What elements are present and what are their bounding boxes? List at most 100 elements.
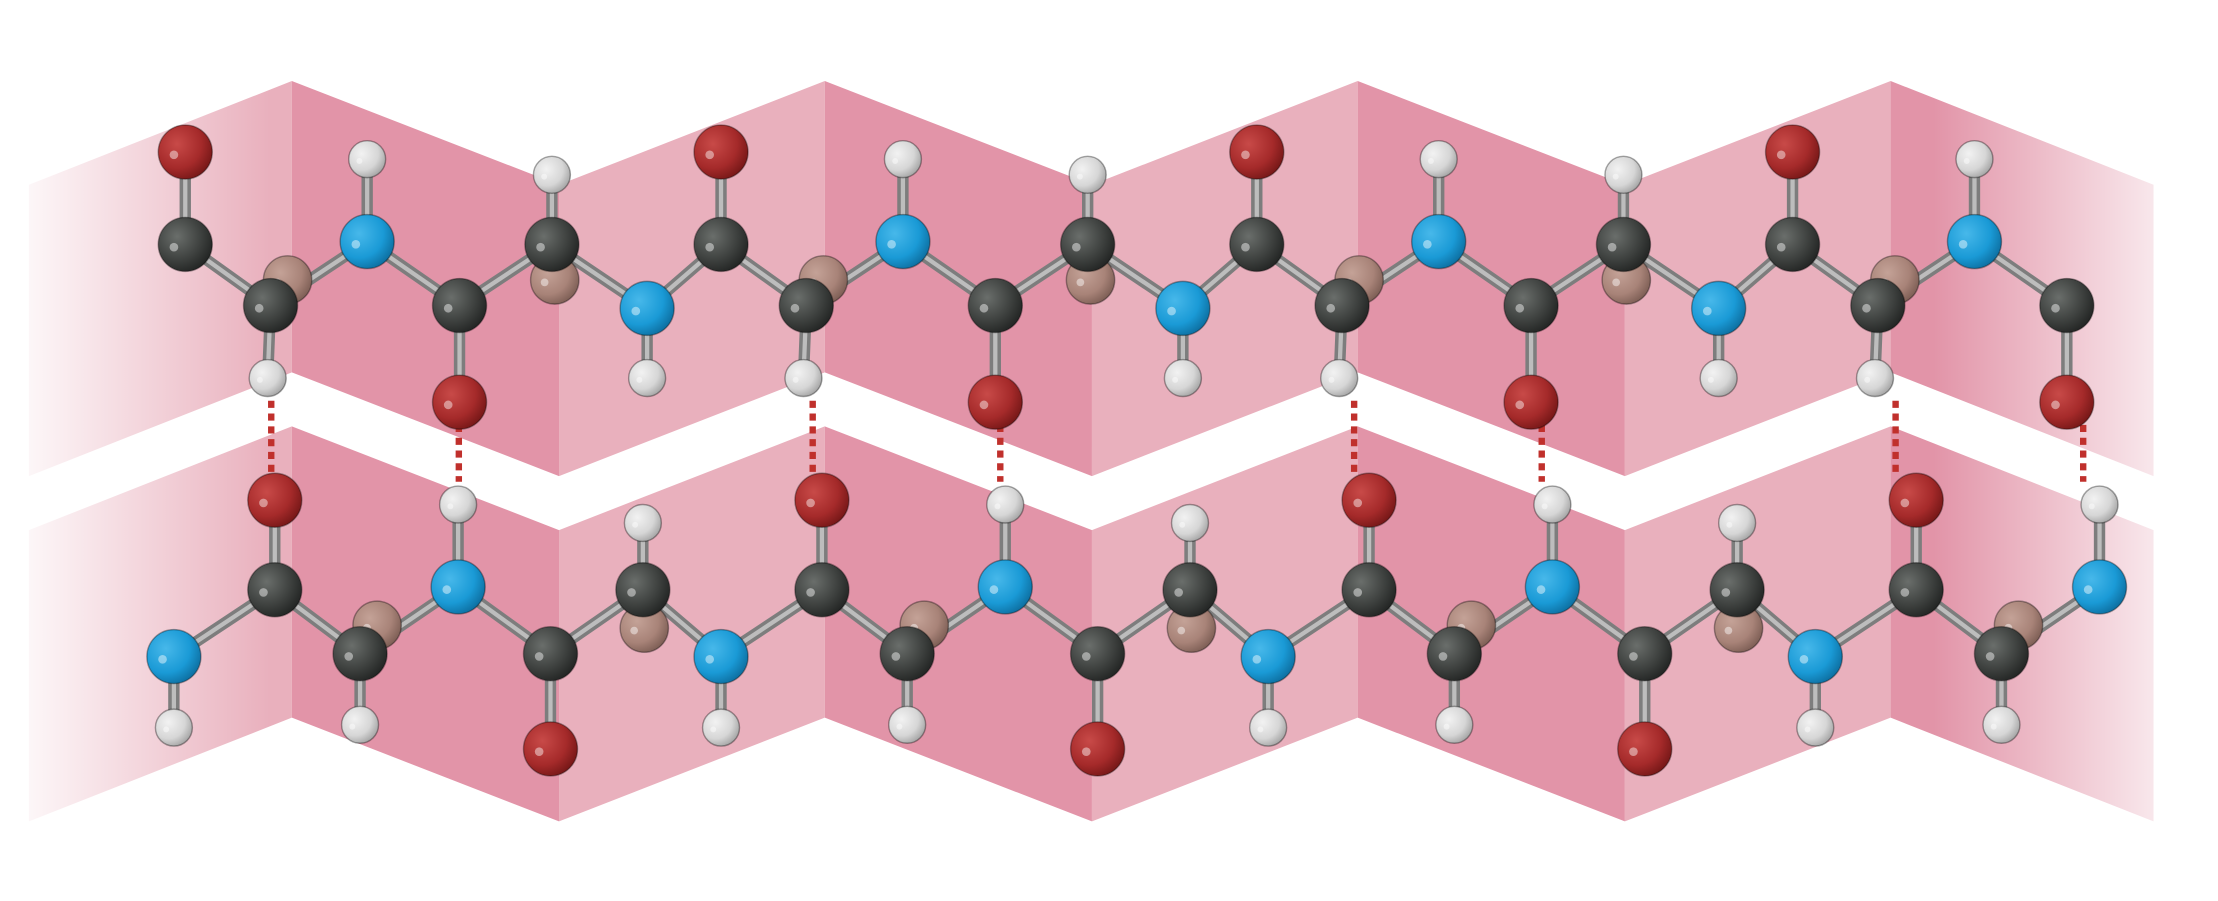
- atom: [615, 562, 671, 618]
- atom-shine: [1990, 723, 1997, 730]
- atom: [248, 358, 287, 398]
- atom: [693, 216, 749, 273]
- edge-fade: [1933, 0, 2218, 901]
- atom-shine: [792, 376, 799, 383]
- atom: [1533, 485, 1572, 524]
- atom: [1982, 705, 2021, 744]
- atom-shine: [1515, 303, 1525, 313]
- atom: [146, 628, 202, 685]
- atom-shine: [994, 503, 1001, 510]
- atom-shine: [1607, 242, 1617, 252]
- atom: [1699, 358, 1738, 398]
- atom: [693, 628, 749, 685]
- atom-shine: [891, 652, 901, 661]
- atom: [1764, 124, 1821, 180]
- atom: [794, 472, 850, 528]
- atom: [1410, 213, 1467, 270]
- atom-shine: [630, 626, 639, 635]
- atom: [1419, 139, 1458, 179]
- atom: [1787, 628, 1844, 685]
- atom-shine: [2083, 585, 2093, 594]
- atom: [242, 277, 299, 334]
- atom-shine: [1427, 158, 1434, 164]
- atom: [627, 358, 667, 398]
- atom: [1341, 562, 1397, 618]
- atom: [2071, 559, 2128, 615]
- atom-shine: [1776, 242, 1786, 252]
- atom: [154, 708, 194, 747]
- atom: [1503, 277, 1559, 334]
- atom: [1955, 139, 1994, 179]
- atom-shine: [989, 585, 999, 594]
- atom: [1314, 277, 1370, 334]
- atom-shine: [349, 723, 356, 730]
- atom-shine: [443, 303, 453, 313]
- atom: [1155, 280, 1211, 337]
- atom-shine: [1804, 726, 1811, 733]
- atom: [623, 503, 663, 543]
- atom-shine: [1515, 400, 1525, 410]
- atom: [1240, 628, 1296, 685]
- atom-shine: [443, 400, 453, 410]
- atom-shine: [1864, 376, 1871, 383]
- atom: [339, 213, 395, 270]
- atom: [693, 124, 749, 180]
- atom: [1796, 708, 1835, 747]
- atom-shine: [1963, 158, 1970, 164]
- atoms: [146, 124, 2128, 777]
- atom: [1059, 216, 1116, 273]
- atom: [701, 708, 741, 747]
- atom-shine: [636, 376, 643, 383]
- atom-shine: [1629, 747, 1638, 756]
- atom-shine: [896, 723, 903, 730]
- atom-shine: [536, 242, 545, 252]
- atom: [1435, 705, 1474, 744]
- atom: [438, 485, 478, 524]
- atom: [1888, 472, 1944, 528]
- atom-shine: [1081, 652, 1091, 661]
- atom-shine: [541, 173, 548, 180]
- atom-shine: [534, 652, 544, 661]
- atom-shine: [163, 726, 170, 733]
- atom-shine: [1862, 303, 1871, 313]
- atom: [522, 721, 579, 777]
- atom: [1426, 626, 1483, 682]
- atom-shine: [169, 150, 179, 160]
- atom-shine: [259, 588, 268, 597]
- atom-shine: [447, 503, 454, 510]
- atom: [1248, 708, 1288, 747]
- atom-shine: [534, 747, 544, 756]
- atom-shine: [1900, 588, 1910, 597]
- atom: [1320, 358, 1359, 398]
- atom-shine: [806, 588, 815, 597]
- atom-shine: [1438, 652, 1448, 661]
- atom-shine: [979, 303, 989, 313]
- atom-shine: [2051, 303, 2060, 313]
- atom-shine: [1423, 239, 1432, 249]
- atom: [1764, 216, 1821, 273]
- atom: [431, 374, 488, 430]
- sheet-panel: [559, 81, 825, 477]
- atom: [2080, 485, 2119, 524]
- atom-shine: [1721, 588, 1731, 597]
- atom-shine: [1724, 626, 1733, 635]
- atom-shine: [1536, 585, 1546, 594]
- atom-shine: [705, 654, 715, 664]
- atom-shine: [705, 242, 715, 252]
- atom-shine: [1629, 652, 1638, 661]
- atom-shine: [1076, 278, 1085, 287]
- atom-shine: [158, 654, 167, 664]
- atom-shine: [1177, 626, 1186, 635]
- atom-shine: [351, 239, 361, 249]
- atom-shine: [1799, 654, 1809, 664]
- atom: [247, 472, 303, 528]
- atom: [784, 358, 823, 398]
- atom-shine: [1076, 173, 1083, 180]
- atom: [1229, 124, 1285, 180]
- atom: [1690, 280, 1747, 337]
- atom: [879, 626, 935, 682]
- atom-shine: [1707, 376, 1714, 383]
- atom-shine: [1252, 654, 1262, 664]
- atom-shine: [2051, 400, 2060, 410]
- atom: [157, 216, 213, 273]
